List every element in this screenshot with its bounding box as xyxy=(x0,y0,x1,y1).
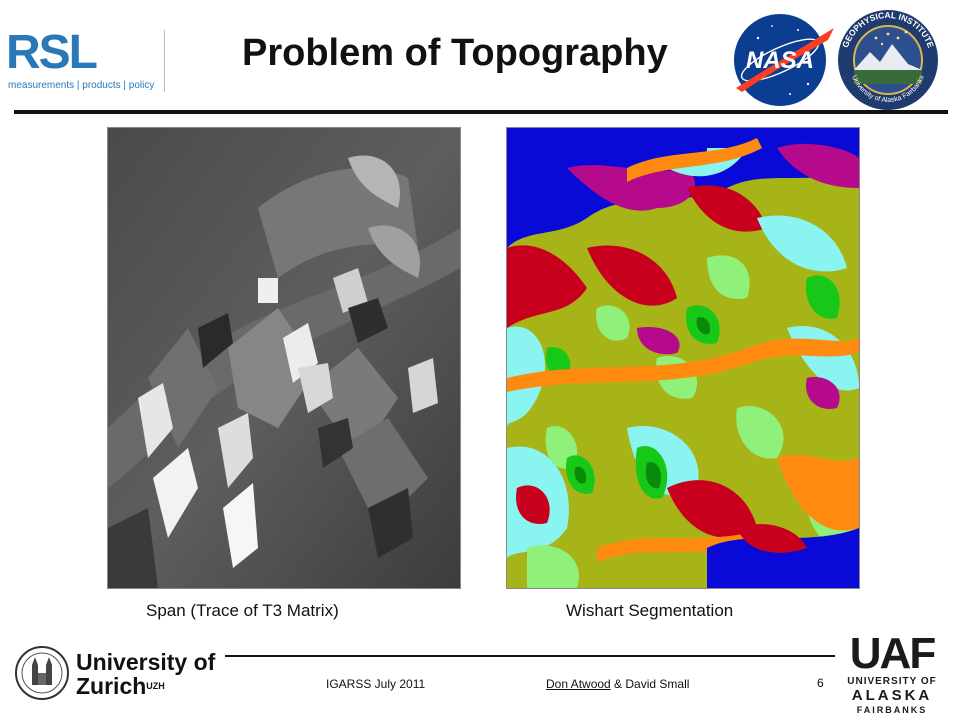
uzh-superscript: UZH xyxy=(146,681,165,691)
conference-label: IGARSS July 2011 xyxy=(326,677,426,691)
uzh-line-2-text: Zurich xyxy=(76,673,147,699)
uaf-line-2: ALASKA xyxy=(852,687,933,704)
author-link-don-atwood[interactable]: Don Atwood xyxy=(546,677,611,691)
rsl-divider xyxy=(164,30,165,92)
wishart-caption: Wishart Segmentation xyxy=(566,601,734,620)
footer-rule xyxy=(225,655,835,657)
slide-title: Problem of Topography xyxy=(242,32,668,74)
span-caption: Span (Trace of T3 Matrix) xyxy=(146,601,339,620)
uzh-line-2: ZurichUZH xyxy=(76,674,215,698)
university-of-zurich-seal xyxy=(15,646,69,700)
university-of-zurich-wordmark: University of ZurichUZH xyxy=(76,650,215,698)
geophysical-institute-seal: GEOPHYSICAL INSTITUTE University of Alas… xyxy=(838,10,938,110)
uaf-line-3: FAIRBANKS xyxy=(857,705,928,715)
span-image xyxy=(107,127,461,589)
nasa-logo: NASA xyxy=(734,14,834,106)
span-image-graphic xyxy=(108,128,460,588)
uzh-line-1: University of xyxy=(76,649,216,675)
wishart-segmentation-graphic xyxy=(507,128,859,588)
rsl-logo: RSL xyxy=(6,26,98,79)
authors: Don Atwood & David Small xyxy=(546,677,689,691)
uaf-logo-text: UAF xyxy=(850,629,936,678)
uaf-line-1: UNIVERSITY OF xyxy=(847,676,937,687)
page-number: 6 xyxy=(817,676,824,690)
rsl-tagline: measurements | products | policy xyxy=(8,80,155,91)
uaf-logo: UAF UNIVERSITY OF ALASKA FAIRBANKS xyxy=(847,629,937,715)
authors-rest: & David Small xyxy=(610,677,690,691)
nasa-logo-text: NASA xyxy=(746,47,814,74)
header-rule xyxy=(14,110,948,114)
wishart-segmentation-image xyxy=(506,127,860,589)
